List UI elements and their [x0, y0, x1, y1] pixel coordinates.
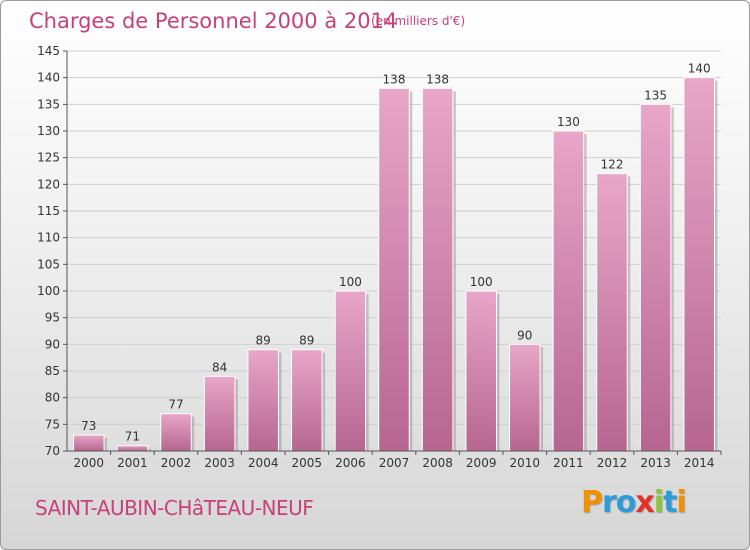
bar-2001 — [116, 445, 149, 452]
y-tick-label: 120 — [37, 177, 60, 191]
chart-subtitle: (en milliers d'€) — [371, 14, 465, 28]
bar-2005 — [291, 349, 323, 452]
x-tick-label-2003: 2003 — [204, 456, 235, 470]
x-tick-label-2009: 2009 — [466, 456, 497, 470]
value-label-2002: 77 — [168, 398, 183, 412]
x-tick-label-2001: 2001 — [117, 456, 148, 470]
x-tick-label-2004: 2004 — [248, 456, 279, 470]
logo-letter: i — [676, 485, 686, 520]
y-tick-label: 90 — [45, 337, 60, 351]
logo-letter: i — [653, 485, 664, 520]
value-label-2010: 90 — [517, 328, 532, 342]
bar-2009 — [465, 290, 497, 452]
bar-2014 — [683, 77, 715, 452]
x-tick-label-2006: 2006 — [335, 456, 366, 470]
logo-letter: r — [602, 485, 617, 520]
bars — [73, 77, 718, 452]
value-label-2003: 84 — [212, 360, 227, 374]
bar-2007 — [378, 87, 410, 452]
y-tick-label: 85 — [45, 364, 60, 378]
x-tick-label-2000: 2000 — [74, 456, 105, 470]
x-tick-label-2013: 2013 — [640, 456, 671, 470]
value-label-2006: 100 — [339, 275, 362, 289]
x-tick-label-2007: 2007 — [379, 456, 410, 470]
y-tick-label: 125 — [37, 151, 60, 165]
value-label-2013: 135 — [644, 88, 667, 102]
bar-2010 — [509, 343, 541, 452]
bar-2012 — [596, 173, 628, 452]
x-tick-label-2012: 2012 — [597, 456, 628, 470]
value-label-2004: 89 — [256, 334, 271, 348]
x-tick-label-2014: 2014 — [684, 456, 715, 470]
value-label-2011: 130 — [557, 115, 580, 129]
value-label-2000: 73 — [81, 419, 96, 433]
y-tick-label: 145 — [37, 44, 60, 58]
bar-2000 — [73, 434, 105, 452]
value-label-2008: 138 — [426, 72, 449, 86]
y-tick-label: 115 — [37, 204, 60, 218]
value-label-2014: 140 — [688, 62, 711, 76]
bar-2004 — [247, 349, 279, 452]
x-tick-label-2008: 2008 — [422, 456, 453, 470]
y-tick-label: 105 — [37, 257, 60, 271]
y-tick-label: 80 — [45, 391, 60, 405]
logo-letter: t — [663, 485, 677, 520]
bar-2013 — [639, 103, 672, 452]
y-tick-label: 110 — [37, 231, 60, 245]
value-label-2005: 89 — [299, 334, 314, 348]
x-tick-label-2005: 2005 — [292, 456, 323, 470]
y-tick-label: 135 — [37, 97, 60, 111]
logo-letter: x — [635, 485, 654, 520]
axes: 70 75 80 85 90 95 100 105 110 115 120 125 130 135 140 1… — [37, 44, 722, 470]
logo-letter: o — [615, 485, 637, 520]
proxiti-logo: Proxiti — [581, 485, 687, 520]
y-tick-label: 100 — [37, 284, 60, 298]
y-tick-label: 75 — [45, 417, 60, 431]
value-label-2012: 122 — [601, 158, 624, 172]
chart-title: Charges de Personnel 2000 à 2014 — [29, 9, 397, 33]
value-label-2007: 138 — [383, 72, 406, 86]
bar-2002 — [160, 413, 192, 452]
bar-2006 — [334, 290, 367, 452]
x-tick-label-2002: 2002 — [161, 456, 192, 470]
y-tick-label: 70 — [45, 444, 60, 458]
value-label-2001: 71 — [125, 430, 140, 444]
bar-2003 — [203, 375, 236, 452]
y-tick-label: 140 — [37, 71, 60, 85]
x-tick-label-2010: 2010 — [510, 456, 541, 470]
y-tick-label: 95 — [45, 311, 60, 325]
value-label-2009: 100 — [470, 275, 493, 289]
logo-letter: P — [581, 485, 603, 520]
y-tick-label: 130 — [37, 124, 60, 138]
location-name: SAINT-AUBIN-CHâTEAU-NEUF — [35, 496, 314, 520]
bar-2008 — [421, 87, 454, 452]
bar-2011 — [552, 130, 585, 452]
x-tick-label-2011: 2011 — [553, 456, 584, 470]
labels: 73 71 77 84 89 89 100 138 138 100 90 130 122 135 140 — [81, 62, 710, 444]
